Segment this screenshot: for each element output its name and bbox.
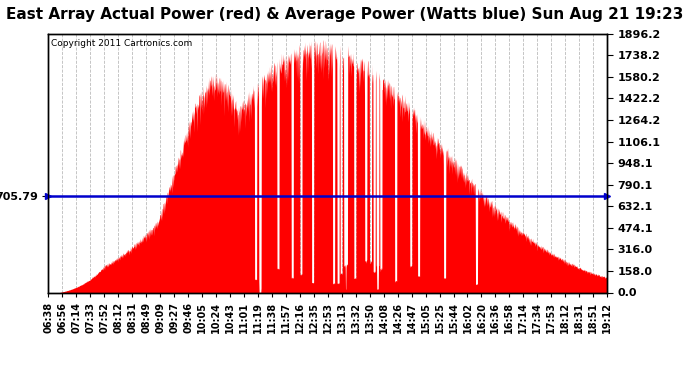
Text: Copyright 2011 Cartronics.com: Copyright 2011 Cartronics.com (51, 39, 193, 48)
Text: East Array Actual Power (red) & Average Power (Watts blue) Sun Aug 21 19:23: East Array Actual Power (red) & Average … (6, 8, 684, 22)
